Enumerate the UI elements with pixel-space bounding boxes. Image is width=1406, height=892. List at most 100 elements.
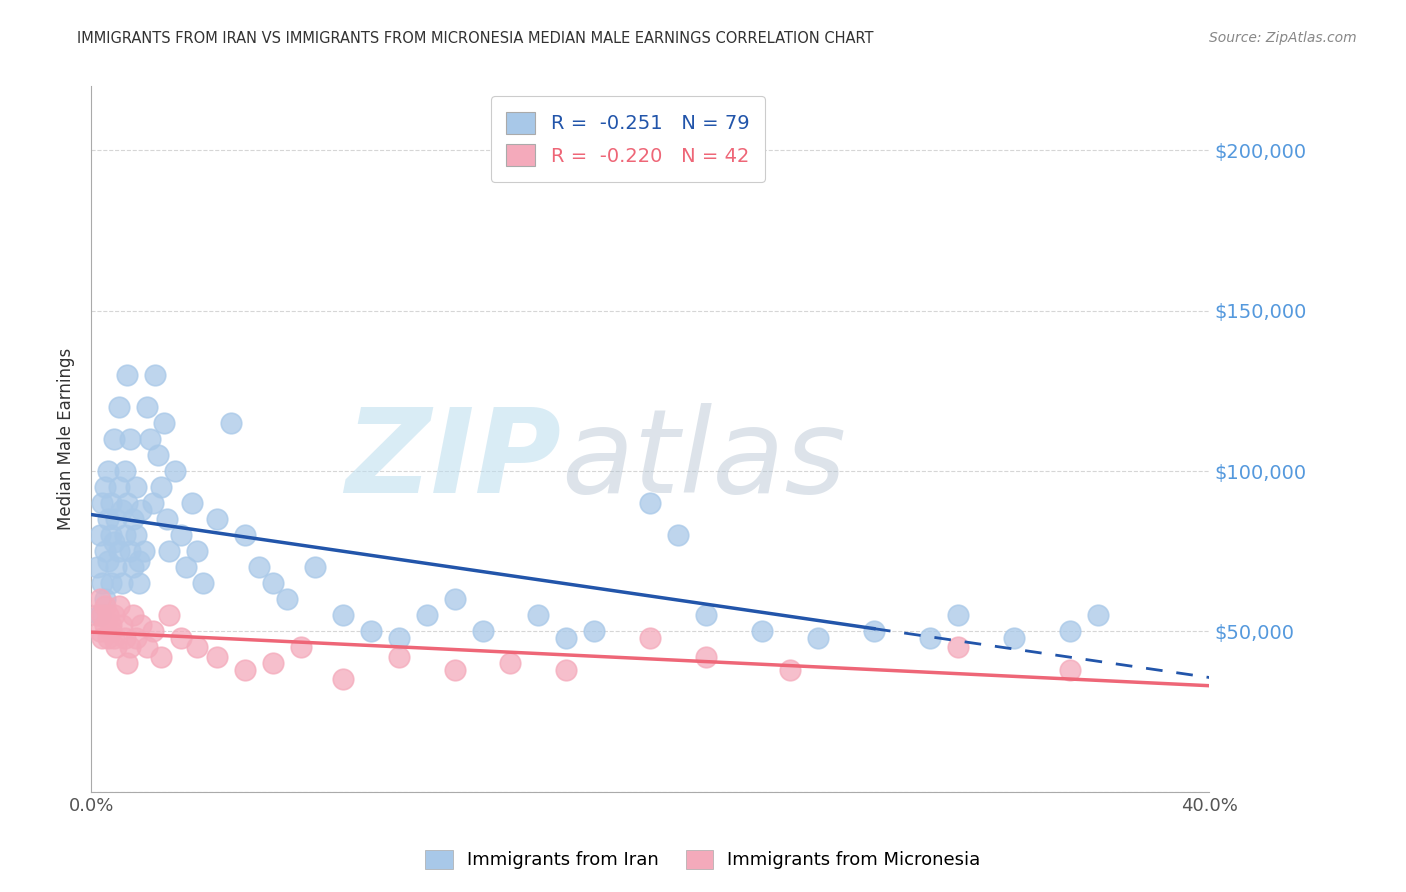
Point — [233, 663, 256, 677]
Point — [105, 560, 128, 574]
Point — [100, 576, 122, 591]
Point — [94, 592, 117, 607]
Point — [105, 512, 128, 526]
Point — [946, 640, 969, 655]
Point — [443, 663, 465, 677]
Point — [163, 464, 186, 478]
Point — [471, 624, 494, 639]
Point — [1059, 624, 1081, 639]
Point — [120, 432, 142, 446]
Point — [91, 608, 114, 623]
Point — [100, 496, 122, 510]
Text: atlas: atlas — [561, 403, 846, 517]
Point — [94, 599, 117, 613]
Point — [125, 631, 148, 645]
Point — [122, 560, 145, 574]
Point — [131, 618, 153, 632]
Point — [666, 528, 689, 542]
Point — [86, 560, 108, 574]
Point — [89, 528, 111, 542]
Point — [918, 631, 941, 645]
Point — [695, 608, 717, 623]
Point — [180, 496, 202, 510]
Point — [120, 544, 142, 558]
Point — [388, 650, 411, 665]
Point — [388, 631, 411, 645]
Point — [159, 608, 181, 623]
Point — [262, 576, 284, 591]
Point — [148, 448, 170, 462]
Point — [169, 631, 191, 645]
Point — [159, 544, 181, 558]
Point — [205, 512, 228, 526]
Point — [94, 544, 117, 558]
Point — [145, 368, 167, 382]
Point — [443, 592, 465, 607]
Point — [114, 464, 136, 478]
Legend: Immigrants from Iran, Immigrants from Micronesia: Immigrants from Iran, Immigrants from Mi… — [416, 841, 990, 879]
Point — [415, 608, 437, 623]
Point — [142, 496, 165, 510]
Point — [108, 400, 131, 414]
Legend: R =  -0.251   N = 79, R =  -0.220   N = 42: R = -0.251 N = 79, R = -0.220 N = 42 — [491, 96, 765, 182]
Point — [91, 576, 114, 591]
Point — [640, 496, 662, 510]
Point — [807, 631, 830, 645]
Point — [583, 624, 606, 639]
Point — [751, 624, 773, 639]
Text: ZIP: ZIP — [344, 402, 561, 517]
Point — [100, 618, 122, 632]
Point — [262, 657, 284, 671]
Point — [695, 650, 717, 665]
Point — [94, 618, 117, 632]
Point — [136, 400, 159, 414]
Point — [219, 416, 242, 430]
Point — [555, 663, 578, 677]
Text: Source: ZipAtlas.com: Source: ZipAtlas.com — [1209, 31, 1357, 45]
Point — [134, 544, 156, 558]
Point — [91, 496, 114, 510]
Point — [125, 528, 148, 542]
Point — [100, 624, 122, 639]
Point — [111, 576, 134, 591]
Point — [122, 608, 145, 623]
Point — [117, 657, 139, 671]
Point — [233, 528, 256, 542]
Point — [111, 618, 134, 632]
Point — [97, 464, 120, 478]
Point — [169, 528, 191, 542]
Point — [1059, 663, 1081, 677]
Point — [86, 608, 108, 623]
Point — [117, 368, 139, 382]
Point — [360, 624, 382, 639]
Point — [105, 640, 128, 655]
Point — [122, 512, 145, 526]
Point — [499, 657, 522, 671]
Point — [94, 480, 117, 494]
Point — [1002, 631, 1025, 645]
Point — [150, 650, 173, 665]
Point — [136, 640, 159, 655]
Point — [131, 502, 153, 516]
Point — [89, 608, 111, 623]
Point — [290, 640, 312, 655]
Point — [108, 544, 131, 558]
Point — [128, 554, 150, 568]
Point — [108, 599, 131, 613]
Point — [128, 576, 150, 591]
Point — [191, 576, 214, 591]
Point — [103, 631, 125, 645]
Point — [304, 560, 326, 574]
Point — [186, 544, 208, 558]
Text: IMMIGRANTS FROM IRAN VS IMMIGRANTS FROM MICRONESIA MEDIAN MALE EARNINGS CORRELAT: IMMIGRANTS FROM IRAN VS IMMIGRANTS FROM … — [77, 31, 875, 46]
Point — [89, 592, 111, 607]
Point — [332, 673, 354, 687]
Point — [527, 608, 550, 623]
Point — [555, 631, 578, 645]
Point — [186, 640, 208, 655]
Point — [863, 624, 886, 639]
Point — [120, 640, 142, 655]
Point — [103, 608, 125, 623]
Point — [91, 631, 114, 645]
Point — [150, 480, 173, 494]
